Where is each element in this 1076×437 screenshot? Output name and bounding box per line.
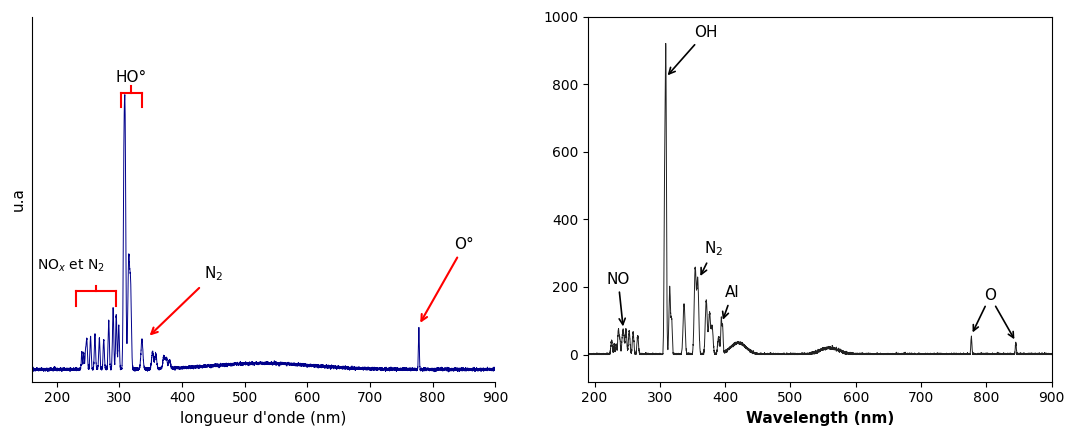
- Text: NO$_x$ et N$_2$: NO$_x$ et N$_2$: [37, 257, 104, 274]
- X-axis label: Wavelength (nm): Wavelength (nm): [746, 411, 894, 426]
- Text: OH: OH: [669, 25, 718, 74]
- Text: NO: NO: [607, 272, 629, 325]
- X-axis label: longueur d'onde (nm): longueur d'onde (nm): [181, 411, 346, 426]
- Text: O°: O°: [422, 237, 475, 321]
- Text: HO°: HO°: [115, 70, 147, 85]
- Text: N$_2$: N$_2$: [152, 265, 223, 334]
- Text: O: O: [985, 288, 996, 303]
- Text: Al: Al: [723, 285, 740, 318]
- Text: N$_2$: N$_2$: [702, 239, 723, 274]
- Y-axis label: u.a: u.a: [11, 187, 26, 211]
